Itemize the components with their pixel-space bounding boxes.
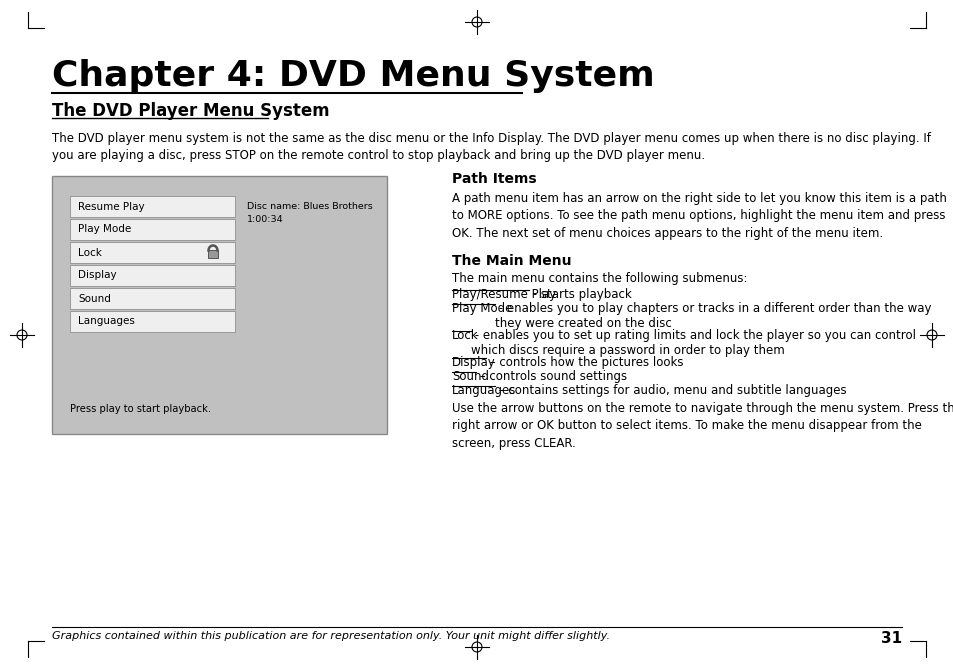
Text: The DVD player menu system is not the same as the disc menu or the Info Display.: The DVD player menu system is not the sa… <box>52 132 930 163</box>
Text: Chapter 4: DVD Menu System: Chapter 4: DVD Menu System <box>52 59 654 93</box>
Text: – contains settings for audio, menu and subtitle languages: – contains settings for audio, menu and … <box>495 384 846 397</box>
Text: Disc name: Blues Brothers
1:00:34: Disc name: Blues Brothers 1:00:34 <box>247 202 373 223</box>
Text: Resume Play: Resume Play <box>78 201 145 211</box>
Text: Lock: Lock <box>452 329 478 342</box>
Text: The main menu contains the following submenus:: The main menu contains the following sub… <box>452 272 747 285</box>
Text: - enables you to play chapters or tracks in a different order than the way
they : - enables you to play chapters or tracks… <box>495 302 931 330</box>
Text: – controls how the pictures looks: – controls how the pictures looks <box>485 356 682 369</box>
Text: A path menu item has an arrow on the right side to let you know this item is a p: A path menu item has an arrow on the rig… <box>452 192 946 240</box>
Text: – controls sound settings: – controls sound settings <box>476 370 626 383</box>
Text: - starts playback: - starts playback <box>529 288 631 301</box>
Text: Graphics contained within this publication are for representation only. Your uni: Graphics contained within this publicati… <box>52 631 609 641</box>
Text: Lock: Lock <box>78 248 102 258</box>
Text: The DVD Player Menu System: The DVD Player Menu System <box>52 102 330 120</box>
Text: Use the arrow buttons on the remote to navigate through the menu system. Press t: Use the arrow buttons on the remote to n… <box>452 402 953 450</box>
Text: The Main Menu: The Main Menu <box>452 254 571 268</box>
Text: Play Mode: Play Mode <box>78 225 132 235</box>
Text: Press play to start playback.: Press play to start playback. <box>70 404 211 414</box>
Text: Display: Display <box>452 356 496 369</box>
Text: Sound: Sound <box>78 294 111 304</box>
Text: Languages: Languages <box>78 316 134 326</box>
Text: 31: 31 <box>880 631 901 646</box>
Bar <box>70 196 234 217</box>
Text: Display: Display <box>78 270 116 280</box>
Bar <box>70 242 234 263</box>
Text: Play Mode: Play Mode <box>452 302 512 315</box>
Bar <box>70 219 234 240</box>
Bar <box>70 311 234 332</box>
Bar <box>52 176 387 434</box>
Text: Sound: Sound <box>452 370 489 383</box>
Text: Languages: Languages <box>452 384 516 397</box>
Text: - enables you to set up rating limits and lock the player so you can control
whi: - enables you to set up rating limits an… <box>471 329 915 357</box>
Bar <box>70 288 234 309</box>
Bar <box>70 265 234 286</box>
Text: Path Items: Path Items <box>452 172 536 186</box>
Text: Play/Resume Play: Play/Resume Play <box>452 288 556 301</box>
Bar <box>208 250 218 258</box>
